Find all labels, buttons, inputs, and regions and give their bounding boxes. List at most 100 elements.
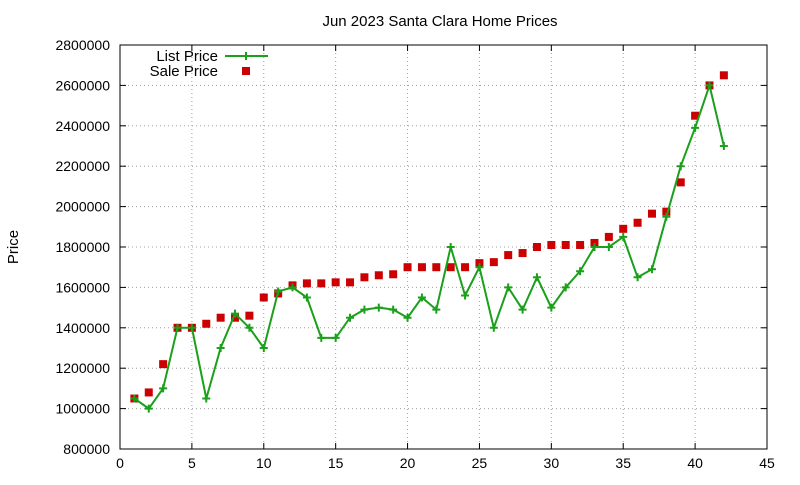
list-price-point — [346, 313, 355, 322]
list-price-point — [331, 333, 340, 342]
list-price-point — [547, 303, 556, 312]
list-price-point — [403, 313, 412, 322]
list-price-point — [159, 384, 168, 393]
sale-price-point — [461, 263, 470, 272]
x-tick-label: 30 — [544, 455, 560, 471]
y-axis-label: Price — [5, 230, 22, 264]
y-tick-label: 1400000 — [55, 320, 110, 336]
list-price-point — [302, 293, 311, 302]
axes: 800000 1000000 1200000 1400000 1600000 180000… — [55, 37, 775, 471]
sale-price-point — [231, 313, 240, 322]
list-price-point — [561, 283, 570, 292]
y-tick-label: 800000 — [63, 441, 110, 457]
sale-price-point — [633, 218, 642, 227]
y-tick-label: 2800000 — [55, 37, 110, 53]
list-price-point — [662, 212, 671, 221]
x-tick-label: 5 — [188, 455, 196, 471]
list-price-point — [360, 305, 369, 314]
list-price-point — [719, 142, 728, 150]
list-price-point — [432, 305, 441, 314]
sale-price-point — [446, 263, 455, 272]
sale-price-point — [518, 249, 527, 258]
sale-price-point — [619, 224, 628, 233]
x-tick-label: 0 — [116, 455, 124, 471]
sale-price-point — [590, 238, 599, 247]
list-price-point — [130, 394, 139, 403]
sale-price-point — [302, 279, 311, 288]
list-price-point — [144, 404, 153, 413]
list-price-point — [245, 323, 254, 332]
x-tick-label: 45 — [759, 455, 775, 471]
sale-price-point — [346, 278, 355, 287]
list-price-point — [317, 333, 326, 342]
sale-price-point — [662, 207, 671, 216]
list-price-point — [518, 305, 527, 314]
list-price-point — [532, 273, 541, 282]
list-price-point — [489, 323, 498, 332]
list-price-line — [133, 81, 725, 410]
y-tick-label: 2400000 — [55, 118, 110, 134]
sale-price-point — [475, 259, 484, 268]
list-price-point — [504, 283, 513, 292]
sale-price-point — [647, 209, 656, 218]
list-price-point — [461, 291, 470, 300]
list-price-point — [576, 267, 585, 276]
sale-price-point — [676, 178, 685, 187]
list-price-point — [231, 309, 240, 318]
legend-marker-sale-price — [242, 67, 250, 75]
sale-price-point — [389, 270, 398, 279]
series-layer — [130, 71, 728, 413]
sale-price-point — [159, 360, 168, 369]
chart-title: Jun 2023 Santa Clara Home Prices — [322, 13, 557, 30]
legend-label-sale-price: Sale Price — [150, 63, 218, 80]
list-price-point — [288, 283, 297, 292]
list-price-point — [389, 305, 398, 314]
x-tick-label: 35 — [615, 455, 631, 471]
sale-price-point — [259, 293, 268, 302]
sale-price-point — [561, 240, 570, 249]
y-tick-label: 1000000 — [55, 401, 110, 417]
sale-price-point — [691, 111, 700, 120]
plot-border — [119, 44, 768, 450]
list-price-point — [274, 287, 283, 296]
x-tick-label: 40 — [687, 455, 703, 471]
x-tick-label: 10 — [256, 455, 272, 471]
list-price-point — [633, 273, 642, 282]
sale-price-point — [432, 263, 441, 272]
list-price-point — [202, 394, 211, 403]
y-tick-label: 2600000 — [55, 77, 110, 93]
list-price-point — [705, 81, 714, 90]
sale-price-point — [360, 273, 369, 282]
legend-marker-list-price — [242, 52, 250, 60]
sale-price-point — [532, 243, 541, 251]
list-price-point — [590, 243, 599, 251]
sale-price-point — [576, 240, 585, 249]
y-tick-label: 1600000 — [55, 279, 110, 295]
list-price-point — [187, 323, 196, 332]
sale-price-point — [331, 278, 340, 287]
sale-price-point — [216, 313, 225, 322]
sale-price-point — [489, 258, 498, 267]
list-price-point — [417, 293, 426, 302]
list-price-point — [676, 162, 685, 171]
sale-price-point — [202, 319, 211, 328]
list-price-point — [619, 232, 628, 241]
list-price-point — [216, 344, 225, 352]
y-tick-label: 1200000 — [55, 360, 110, 376]
sale-price-point — [144, 388, 153, 397]
grid — [120, 45, 767, 449]
legend-label-list-price: List Price — [156, 48, 218, 65]
list-price-point — [446, 243, 455, 251]
sale-price-point — [504, 251, 513, 260]
y-tick-label: 2000000 — [55, 199, 110, 215]
sale-price-point — [547, 240, 556, 249]
list-price-point — [647, 265, 656, 274]
y-tick-label: 1800000 — [55, 239, 110, 255]
x-tick-label: 25 — [472, 455, 488, 471]
list-price-point — [374, 303, 383, 312]
x-tick-label: 20 — [400, 455, 416, 471]
y-tick-label: 2200000 — [55, 158, 110, 174]
